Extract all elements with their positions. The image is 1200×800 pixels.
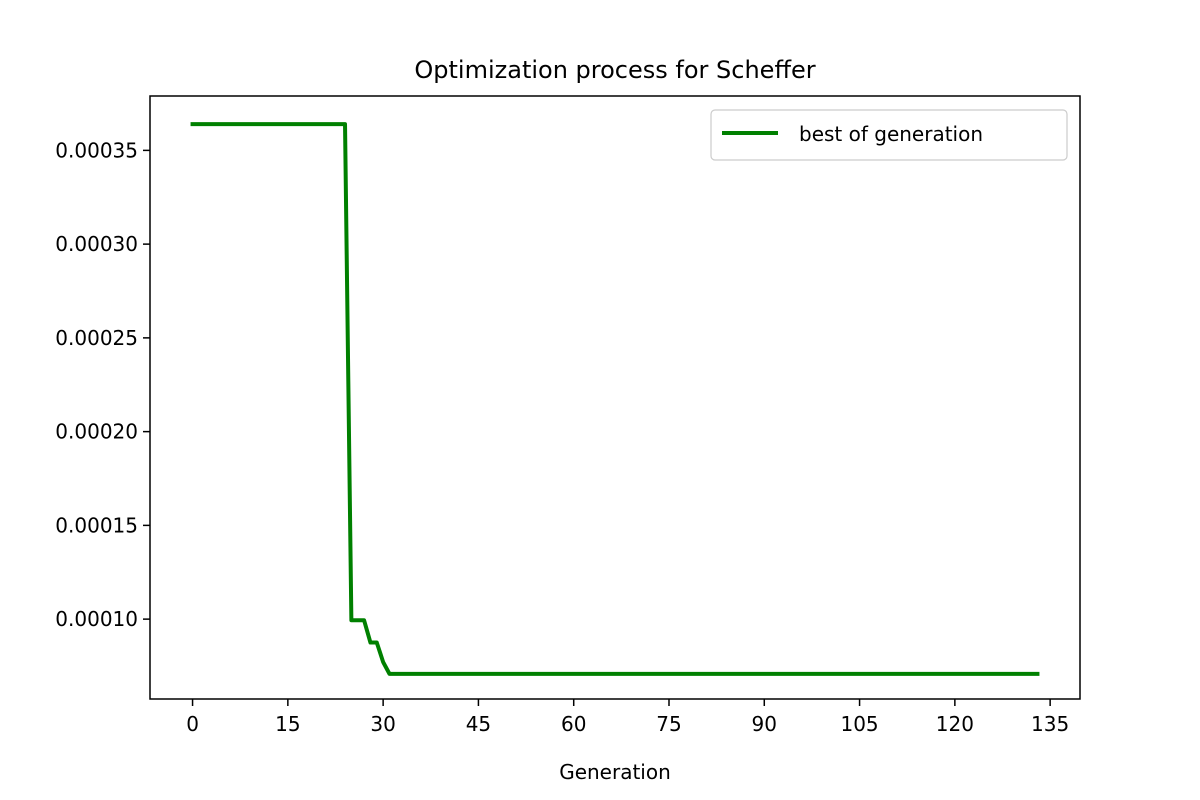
plot-area [150,96,1080,699]
x-tick-label: 105 [840,712,878,736]
y-tick-label: 0.00030 [55,232,138,256]
plot-frame [149,95,1081,700]
x-axis-ticks: 0 15 30 45 60 75 90 105 120 135 [186,699,1069,736]
y-tick-label: 0.00020 [55,420,138,444]
x-tick-label: 90 [752,712,777,736]
x-tick-label: 60 [561,712,586,736]
x-tick-label: 0 [186,712,199,736]
y-tick-label: 0.00015 [55,513,138,537]
x-tick-label: 30 [370,712,395,736]
series-layer [190,122,1040,676]
legend-label-best-of-generation: best of generation [799,122,983,146]
x-tick-label: 15 [275,712,300,736]
x-tick-label: 120 [936,712,974,736]
y-tick-label: 0.00025 [55,326,138,350]
y-tick-label: 0.00035 [55,138,138,162]
y-tick-label: 0.00010 [55,607,138,631]
series-line-best-of-generation [190,122,1040,676]
y-axis-ticks: 0.00010 0.00015 0.00020 0.00025 0.00030 0.000… [55,138,150,631]
legend: best of generation [710,109,1068,161]
plot-background [150,96,1080,699]
x-tick-label: 45 [466,712,491,736]
chart-title: Optimization process for Scheffer [414,56,815,84]
x-tick-label: 135 [1031,712,1069,736]
x-axis-label: Generation [559,760,671,784]
legend-box [710,109,1068,161]
x-tick-label: 75 [656,712,681,736]
